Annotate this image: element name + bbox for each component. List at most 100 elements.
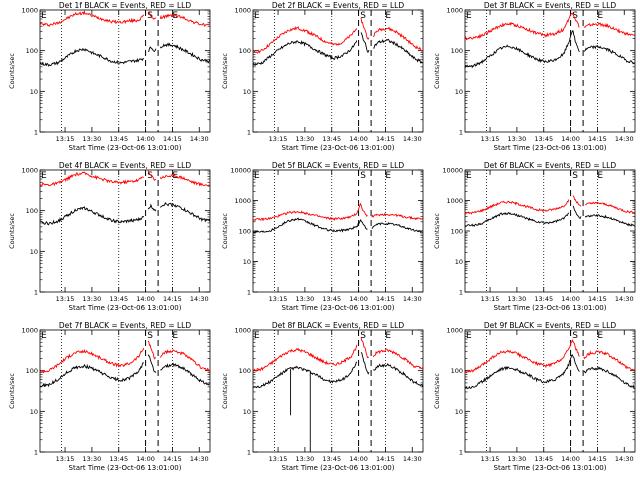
y-tick-label: 10 <box>455 88 463 96</box>
interval-marker-label: S <box>572 331 578 341</box>
y-tick-label: 1 <box>459 129 463 137</box>
lld-series-line <box>464 12 635 41</box>
x-tick-label: 13:45 <box>109 135 128 143</box>
y-tick-label: 1000 <box>446 197 463 205</box>
panel-title: Det 9f BLACK = Events, RED = LLD <box>484 321 617 330</box>
y-tick-label: 10 <box>243 408 251 416</box>
events-series-line <box>464 205 635 227</box>
x-tick-label: 13:30 <box>296 455 315 463</box>
chart-panel-1: Det 1f BLACK = Events, RED = LLD 1 10 100 10… <box>8 1 211 152</box>
x-tick-label: 13:45 <box>534 455 553 463</box>
interval-marker-label: E <box>254 11 260 21</box>
x-tick-label: 14:00 <box>349 295 368 303</box>
y-tick-label: 100 <box>26 47 38 55</box>
y-tick-label: 1 <box>34 449 38 457</box>
x-axis-label: Start Time (23-Oct-06 13:01:00) <box>494 304 607 312</box>
plot-frame <box>252 329 424 453</box>
y-tick-label: 1 <box>459 289 463 297</box>
x-tick-label: 13:30 <box>508 455 527 463</box>
lld-series-line <box>39 9 210 28</box>
x-tick-label: 13:45 <box>109 455 128 463</box>
interval-marker-label: S <box>147 171 153 181</box>
chart-panel-4: Det 4f BLACK = Events, RED = LLD 1 10 100 10… <box>8 161 211 312</box>
x-tick-label: 13:45 <box>534 135 553 143</box>
x-tick-label: 14:30 <box>190 295 209 303</box>
x-tick-label: 14:30 <box>403 295 422 303</box>
events-series-line <box>39 42 211 67</box>
y-axis-label: Counts/sec <box>433 373 441 409</box>
x-tick-label: 14:15 <box>588 295 607 303</box>
chart-panel-8: Det 8f BLACK = Events, RED = LLD 1 10 100 10… <box>221 321 424 472</box>
interval-marker-label: E <box>41 11 47 21</box>
x-tick-label: 14:30 <box>615 295 634 303</box>
chart-panel-7: Det 7f BLACK = Events, RED = LLD 1 10 100 10… <box>8 321 211 472</box>
interval-marker-label: S <box>147 331 153 341</box>
y-tick-label: 1 <box>459 449 463 457</box>
panel-title: Det 5f BLACK = Events, RED = LLD <box>272 161 405 170</box>
interval-marker-label: E <box>385 331 391 341</box>
chart-panel-6: Det 6f BLACK = Events, RED = LLD 1 10 100 10… <box>433 161 636 312</box>
x-tick-label: 13:15 <box>269 295 288 303</box>
y-tick-label: 1 <box>247 449 251 457</box>
interval-marker-label: E <box>41 171 47 181</box>
interval-marker-label: E <box>597 171 603 181</box>
y-tick-label: 10 <box>243 88 251 96</box>
y-tick-label: 100 <box>26 367 38 375</box>
x-tick-label: 14:00 <box>349 135 368 143</box>
x-tick-label: 14:00 <box>136 295 155 303</box>
y-tick-label: 100 <box>239 367 251 375</box>
plot-frame <box>252 9 424 133</box>
x-tick-label: 14:30 <box>403 455 422 463</box>
x-tick-label: 13:45 <box>322 135 341 143</box>
plot-frame <box>464 169 636 293</box>
x-tick-label: 14:00 <box>136 455 155 463</box>
events-series-line <box>40 201 211 226</box>
interval-marker-label: E <box>466 11 472 21</box>
y-tick-label: 100 <box>451 367 463 375</box>
plot-frame <box>464 329 636 453</box>
panel-title: Det 6f BLACK = Events, RED = LLD <box>484 161 617 170</box>
interval-marker-label: E <box>172 11 178 21</box>
x-tick-label: 14:30 <box>615 135 634 143</box>
x-tick-label: 14:15 <box>163 295 182 303</box>
y-tick-label: 100 <box>451 47 463 55</box>
x-tick-label: 13:15 <box>269 455 288 463</box>
y-tick-label: 10 <box>30 248 38 256</box>
x-tick-label: 13:15 <box>56 135 75 143</box>
interval-marker-label: E <box>254 331 260 341</box>
y-tick-label: 1 <box>34 129 38 137</box>
interval-marker-label: S <box>360 11 366 21</box>
y-tick-label: 1000 <box>234 327 251 335</box>
x-tick-label: 13:45 <box>534 295 553 303</box>
interval-marker-label: S <box>572 11 578 21</box>
x-tick-label: 13:30 <box>83 295 102 303</box>
y-tick-label: 1000 <box>446 7 463 15</box>
x-axis-label: Start Time (23-Oct-06 13:01:00) <box>282 304 395 312</box>
interval-marker-label: E <box>385 171 391 181</box>
events-series-line <box>464 30 635 69</box>
lld-series-line <box>464 339 636 374</box>
y-axis-label: Counts/sec <box>8 53 16 89</box>
chart-panel-5: Det 5f BLACK = Events, RED = LLD 1 10 100 10… <box>221 161 424 312</box>
events-series-line <box>252 352 424 389</box>
y-axis-label: Counts/sec <box>221 213 229 249</box>
x-tick-label: 14:00 <box>561 295 580 303</box>
y-axis-label: Counts/sec <box>433 213 441 249</box>
events-series-line <box>39 354 210 388</box>
y-tick-label: 1000 <box>234 197 251 205</box>
x-tick-label: 13:30 <box>296 135 315 143</box>
y-axis-label: Counts/sec <box>8 213 16 249</box>
x-tick-label: 14:00 <box>349 455 368 463</box>
events-series-line <box>252 217 423 234</box>
x-tick-label: 14:15 <box>376 295 395 303</box>
x-tick-label: 14:15 <box>163 135 182 143</box>
y-tick-label: 1000 <box>234 7 251 15</box>
x-tick-label: 13:15 <box>481 455 500 463</box>
y-tick-label: 1 <box>247 289 251 297</box>
y-tick-label: 1 <box>247 129 251 137</box>
panel-title: Det 1f BLACK = Events, RED = LLD <box>59 1 192 10</box>
plot-frame <box>39 329 211 453</box>
plot-frame <box>464 9 636 133</box>
interval-marker-label: E <box>597 11 603 21</box>
plot-frame <box>39 9 211 133</box>
